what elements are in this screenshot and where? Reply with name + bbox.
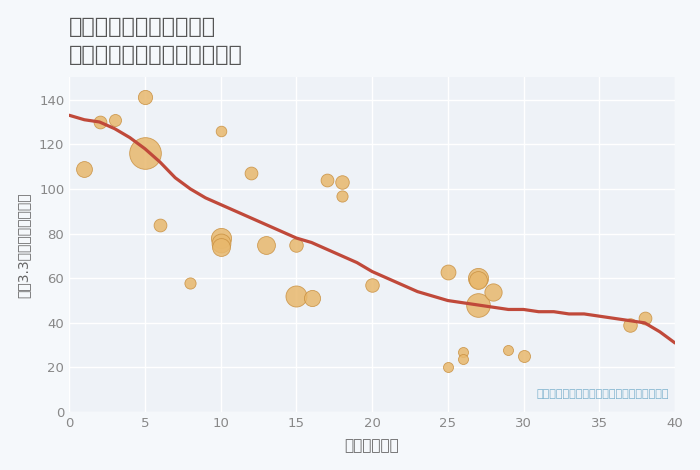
Point <box>290 241 302 249</box>
Point <box>488 288 499 295</box>
Point <box>321 176 332 184</box>
Point <box>503 346 514 353</box>
Point <box>215 243 226 251</box>
Point <box>473 274 484 282</box>
Point <box>473 277 484 284</box>
Point <box>336 192 347 199</box>
Point <box>79 165 90 172</box>
Point <box>215 239 226 246</box>
Y-axis label: 坪（3.3㎡）単価（万円）: 坪（3.3㎡）単価（万円） <box>17 192 31 298</box>
Text: 奈良県奈良市高御門町の
築年数別中古マンション価格: 奈良県奈良市高御門町の 築年数別中古マンション価格 <box>69 16 243 65</box>
Point <box>185 279 196 286</box>
Point <box>215 127 226 135</box>
Point <box>518 352 529 360</box>
Point <box>290 292 302 300</box>
Point <box>442 364 454 371</box>
Point <box>336 179 347 186</box>
Point <box>442 268 454 275</box>
Point <box>155 221 166 228</box>
X-axis label: 築年数（年）: 築年数（年） <box>344 439 400 454</box>
Point <box>639 314 650 322</box>
Point <box>473 301 484 309</box>
Point <box>457 348 468 356</box>
Point <box>215 234 226 242</box>
Point <box>246 170 257 177</box>
Point <box>109 116 120 124</box>
Point <box>94 118 105 126</box>
Text: 円の大きさは、取引のあった物件面積を示す: 円の大きさは、取引のあった物件面積を示す <box>536 389 669 399</box>
Point <box>367 281 378 289</box>
Point <box>260 241 272 249</box>
Point <box>139 94 150 101</box>
Point <box>139 149 150 157</box>
Point <box>624 321 635 329</box>
Point <box>457 355 468 362</box>
Point <box>306 295 317 302</box>
